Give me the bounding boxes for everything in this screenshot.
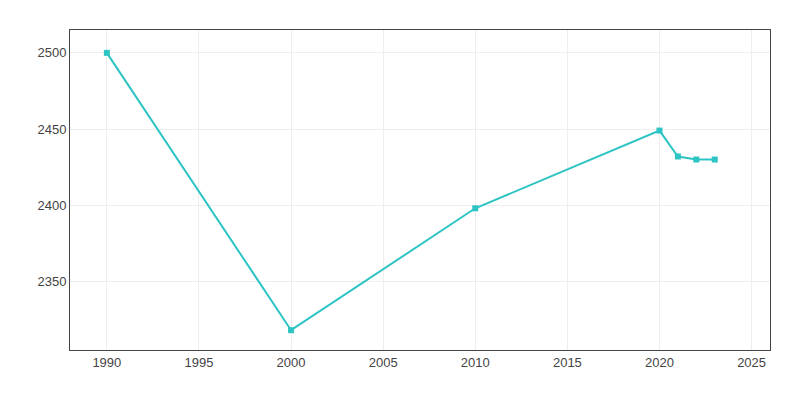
svg-text:1995: 1995	[184, 355, 213, 370]
svg-text:2015: 2015	[553, 355, 582, 370]
svg-text:1990: 1990	[92, 355, 121, 370]
svg-text:2500: 2500	[37, 45, 66, 60]
svg-text:2010: 2010	[461, 355, 490, 370]
svg-text:2450: 2450	[37, 122, 66, 137]
svg-text:2020: 2020	[645, 355, 674, 370]
svg-text:2005: 2005	[369, 355, 398, 370]
svg-text:2000: 2000	[277, 355, 306, 370]
svg-text:2400: 2400	[37, 198, 66, 213]
svg-text:2025: 2025	[737, 355, 766, 370]
svg-text:2350: 2350	[37, 274, 66, 289]
